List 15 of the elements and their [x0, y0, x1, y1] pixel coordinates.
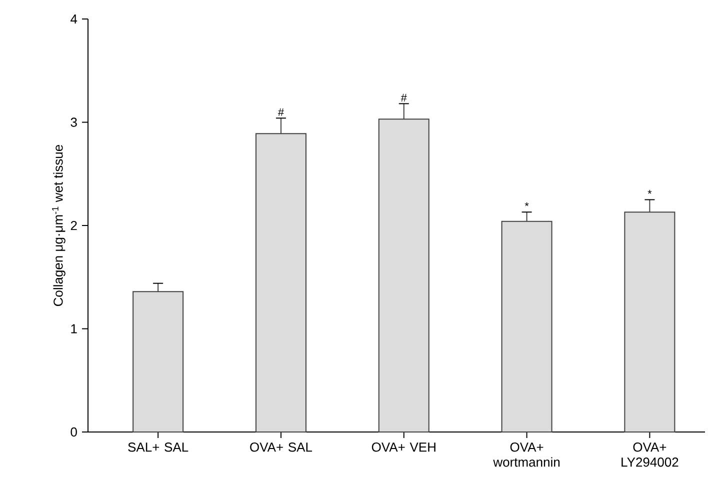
y-tick-label: 3 [70, 118, 77, 127]
y-axis-title: Collagen μg·μm$^{-1}$ wet tissue [52, 144, 66, 306]
annotation: # [278, 108, 284, 116]
y-tick-label: 2 [70, 220, 77, 230]
annotation: * [524, 202, 529, 206]
x-tick-label: OVA+ SAL [250, 442, 312, 452]
x-tick-label: OVA+ VEH [372, 442, 436, 452]
x-tick-label: OVA+ LY294002 [622, 442, 678, 467]
annotation: # [400, 94, 407, 102]
x-tick-label: SAL+ SAL [128, 442, 188, 452]
x-tick-label: OVA+ wortmannin [493, 442, 560, 467]
y-tick-label: 0 [70, 427, 77, 437]
y-tick-label: 4 [70, 14, 78, 24]
y-tick-label: 1 [71, 324, 77, 334]
annotation: * [648, 190, 652, 194]
